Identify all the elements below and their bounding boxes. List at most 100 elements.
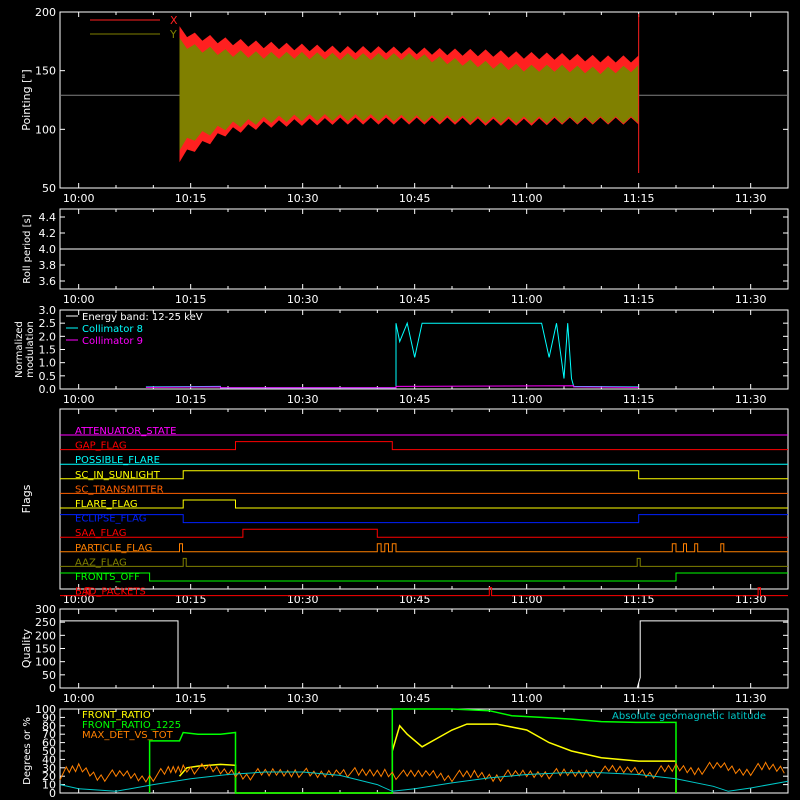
flag-label: PARTICLE_FLAG	[75, 543, 152, 554]
x-tick-label: 10:15	[175, 393, 207, 406]
y-tick-label: 10	[42, 779, 56, 792]
x-tick-label: 10:00	[63, 293, 95, 306]
x-tick-label: 11:00	[511, 692, 543, 705]
flag-line-bad_packets	[60, 587, 788, 597]
flag-label: ATTENUATOR_STATE	[75, 426, 176, 437]
x-tick-label: 11:00	[511, 293, 543, 306]
flag-line-eclipse_flag	[60, 514, 788, 524]
legend-x-label: X	[170, 14, 178, 27]
y-axis-label-line: modulation	[25, 321, 36, 378]
flag-label: SC_IN_SUNLIGHT	[75, 470, 161, 481]
y-axis-label: Pointing ["]	[20, 69, 33, 130]
x-tick-label: 11:30	[735, 293, 767, 306]
y-tick-label: 200	[35, 6, 56, 19]
x-tick-label: 11:00	[511, 192, 543, 205]
y-tick-label: 3.8	[39, 259, 57, 272]
modulation-legend-label: Collimator 8	[82, 324, 143, 335]
y-tick-label: 4.0	[39, 243, 57, 256]
x-tick-label: 10:45	[399, 293, 431, 306]
x-tick-label: 10:00	[63, 593, 95, 606]
y-tick-label: 50	[42, 669, 56, 682]
y-tick-label: 2.5	[39, 317, 57, 330]
flag-line-flare_flag	[60, 499, 788, 509]
x-tick-label: 11:15	[623, 692, 655, 705]
y-tick-label: 0	[49, 787, 56, 800]
flag-line-aaz_flag	[60, 557, 788, 567]
pointing-y-band	[179, 37, 639, 151]
x-tick-label: 10:00	[63, 692, 95, 705]
x-tick-label: 10:15	[175, 593, 207, 606]
modulation-collimator9-line	[145, 385, 639, 389]
ratios-legend-label: MAX_DET_VS_TOT	[82, 730, 174, 741]
flags-panel: 10:00 10:15 10:30 10:45 11:00 11:15 11:30 Flags…	[20, 408, 789, 606]
modulation-legend-label: Collimator 9	[82, 336, 143, 347]
y-tick-label: 0	[49, 682, 56, 695]
ratios-legend-label: Absolute geomagnetic latitude	[612, 711, 766, 722]
y-tick-label: 300	[35, 603, 56, 616]
x-tick-label: 10:45	[399, 393, 431, 406]
flag-line-saa_flag	[60, 528, 788, 538]
flag-label: POSSIBLE_FLARE	[75, 455, 160, 466]
modulation-legend-label: Energy band: 12-25 keV	[82, 312, 203, 323]
y-tick-label: 90	[42, 711, 56, 724]
flag-label: SC_TRANSMITTER	[75, 484, 164, 495]
x-tick-label: 10:15	[175, 293, 207, 306]
y-tick-label: 80	[42, 720, 56, 733]
y-tick-label: 4.4	[39, 211, 57, 224]
flag-label: GAP_FLAG	[75, 441, 127, 452]
y-tick-label: 2.0	[39, 330, 57, 343]
y-tick-label: 100	[35, 703, 56, 716]
y-tick-label: 1.0	[39, 357, 57, 370]
ratio-front-ratio-line	[178, 723, 677, 794]
x-tick-label: 11:00	[511, 393, 543, 406]
x-tick-label: 11:30	[735, 593, 767, 606]
y-tick-label: 60	[42, 737, 56, 750]
y-axis-label: Quality	[20, 628, 33, 668]
plot-frame	[59, 408, 789, 590]
x-tick-label: 10:15	[175, 192, 207, 205]
flag-line-particle_flag	[60, 543, 788, 553]
modulation-panel: 10:00 10:15 10:30 10:45 11:00 11:15 11:30 0.00.…	[14, 304, 789, 406]
y-tick-label: 30	[42, 762, 56, 775]
x-tick-label: 10:45	[399, 593, 431, 606]
y-tick-label: 50	[42, 182, 56, 195]
y-tick-label: 150	[35, 643, 56, 656]
flag-line-fronts_off	[60, 572, 788, 582]
x-tick-label: 10:00	[63, 192, 95, 205]
y-tick-label: 40	[42, 753, 56, 766]
x-tick-label: 11:15	[623, 393, 655, 406]
flag-label: FRONTS_OFF	[75, 572, 140, 583]
y-tick-label: 4.2	[39, 227, 57, 240]
x-tick-label: 11:15	[623, 593, 655, 606]
y-tick-label: 20	[42, 770, 56, 783]
x-tick-label: 10:45	[399, 692, 431, 705]
ratio-geomagnetic-latitude-line	[59, 771, 789, 792]
ratio-max-det-vs-tot-line	[59, 761, 785, 783]
x-tick-label: 10:30	[287, 692, 319, 705]
flag-label: BAD_PACKETS	[75, 587, 146, 598]
y-tick-label: 3.0	[39, 304, 57, 317]
y-axis-label: Flags	[20, 484, 33, 513]
x-tick-label: 11:15	[623, 192, 655, 205]
y-tick-label: 1.5	[39, 344, 57, 357]
y-tick-label: 0.0	[39, 383, 57, 396]
quality-line	[60, 620, 788, 689]
x-tick-label: 10:30	[287, 593, 319, 606]
x-tick-label: 10:00	[63, 393, 95, 406]
modulation-collimator8-line	[145, 321, 639, 389]
x-tick-label: 11:30	[735, 393, 767, 406]
x-tick-label: 11:15	[623, 293, 655, 306]
x-tick-label: 11:30	[735, 192, 767, 205]
ratio-front-ratio-1225-line	[148, 708, 677, 794]
flag-label: AAZ_FLAG	[75, 557, 127, 568]
ratios-legend-label: FRONT_RATIO_1225	[82, 720, 181, 731]
flag-line-sc_in_sunlight	[60, 470, 788, 480]
y-tick-label: 150	[35, 65, 56, 78]
pointing-panel: 10:00 10:15 10:30 10:45 11:00 11:15 11:30 50 100…	[20, 6, 789, 205]
y-tick-label: 0.5	[39, 370, 57, 383]
x-tick-label: 10:45	[399, 192, 431, 205]
flag-label: ECLIPSE_FLAG	[75, 514, 146, 525]
y-axis-label: Normalizedmodulation	[14, 321, 36, 378]
